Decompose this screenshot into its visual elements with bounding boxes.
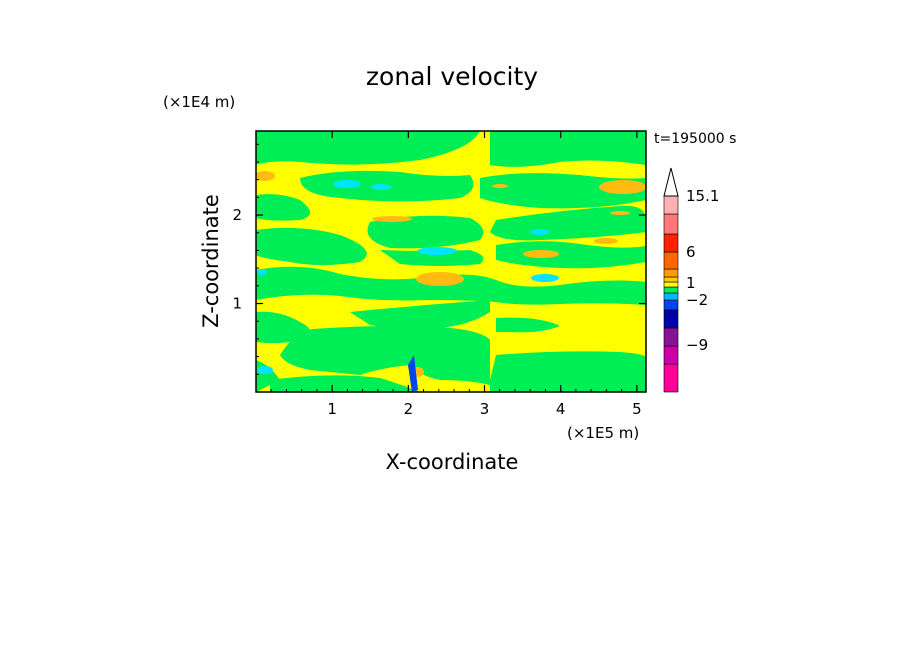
plot-area — [255, 130, 647, 393]
blue-feature — [408, 355, 418, 392]
colorbar-swatch — [663, 327, 679, 347]
x-tick-label: 1 — [327, 400, 337, 418]
colorbar-swatch — [663, 281, 679, 288]
colorbar-swatch — [663, 233, 679, 253]
colorbar-swatch — [663, 286, 679, 294]
colorbar-label: 15.1 — [686, 187, 719, 205]
y-axis-label: Z-coordinate — [199, 194, 223, 328]
x-tick-label: 5 — [632, 400, 642, 418]
colorbar-label: 6 — [686, 243, 696, 261]
y-multiplier: (×1E4 m) — [163, 93, 235, 111]
colorbar-swatch — [663, 268, 679, 278]
colorbar-swatch — [663, 213, 679, 235]
colorbar-swatch — [663, 195, 679, 215]
x-tick-label: 3 — [480, 400, 490, 418]
colorbar-label: 1 — [686, 274, 696, 292]
colorbar-swatch — [663, 363, 679, 393]
plot-frame — [255, 130, 647, 393]
time-label: t=195000 s — [654, 131, 736, 147]
colorbar-swatch — [663, 309, 679, 329]
x-axis: 1 2 3 4 5 (×1E5 m) X-coordinate — [270, 131, 642, 474]
x-axis-label: X-coordinate — [386, 450, 519, 474]
orange-regions — [256, 171, 646, 377]
colorbar: 15.1 6 1−2 −9 — [663, 167, 719, 393]
colorbar-swatch — [663, 345, 679, 365]
chart-title: zonal velocity — [366, 62, 538, 91]
colorbar-arrow — [663, 167, 679, 197]
colorbar-label: −9 — [686, 336, 708, 354]
colorbar-swatch — [663, 299, 679, 311]
x-tick-label: 4 — [556, 400, 566, 418]
colorbar-label: −2 — [686, 291, 708, 309]
cyan-regions — [257, 180, 559, 374]
colorbar-swatch — [663, 292, 679, 301]
x-multiplier: (×1E5 m) — [567, 424, 639, 442]
green-regions — [256, 131, 646, 392]
colorbar-swatch — [663, 251, 679, 270]
y-tick-label: 2 — [232, 206, 242, 224]
y-axis: 1 2 Z-coordinate — [199, 143, 646, 375]
y-tick-label: 1 — [232, 295, 242, 313]
colorbar-swatch — [663, 276, 679, 283]
x-tick-label: 2 — [404, 400, 414, 418]
